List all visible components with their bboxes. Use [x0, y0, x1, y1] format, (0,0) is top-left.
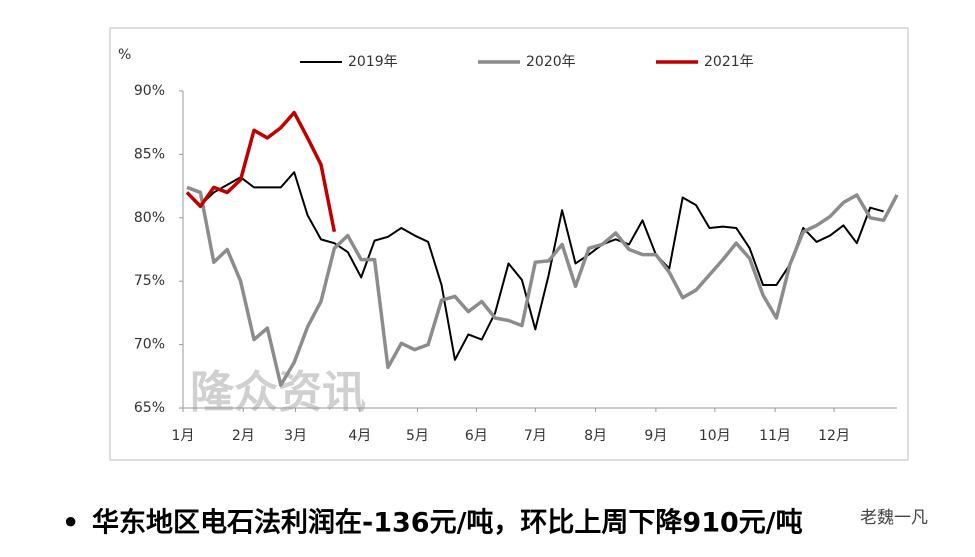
x-tick-label: 6月 — [465, 428, 488, 444]
y-tick-label: 65% — [134, 400, 165, 416]
x-tick-label: 11月 — [759, 428, 791, 444]
series-line — [185, 110, 337, 233]
legend-label: 2020年 — [526, 54, 576, 70]
series-line — [186, 171, 884, 361]
y-tick-label: 75% — [134, 273, 165, 289]
x-tick-label: 5月 — [406, 428, 429, 444]
y-tick-label: 70% — [134, 337, 165, 353]
y-tick-label: 85% — [134, 146, 165, 162]
caption: 华东地区电石法利润在-136元/吨，环比上周下降910元/吨 — [92, 507, 803, 539]
y-tick-label: 80% — [134, 210, 165, 226]
x-tick-label: 1月 — [172, 428, 195, 444]
y-tick-label: 90% — [134, 83, 165, 99]
legend-label: 2021年 — [704, 54, 754, 70]
series-line — [186, 185, 899, 387]
legend-label: 2019年 — [348, 54, 398, 70]
chart-frame — [109, 27, 909, 461]
y-axis-label: % — [118, 47, 131, 63]
x-tick-label: 10月 — [699, 428, 731, 444]
badge: 老魏一凡 — [860, 508, 928, 528]
x-tick-label: 12月 — [818, 428, 850, 444]
x-tick-label: 3月 — [284, 428, 307, 444]
x-tick-label: 7月 — [524, 428, 547, 444]
bullet: • — [62, 508, 79, 539]
x-tick-label: 2月 — [232, 428, 255, 444]
x-tick-label: 8月 — [584, 428, 607, 444]
x-tick-label: 4月 — [348, 428, 371, 444]
x-tick-label: 9月 — [644, 428, 667, 444]
